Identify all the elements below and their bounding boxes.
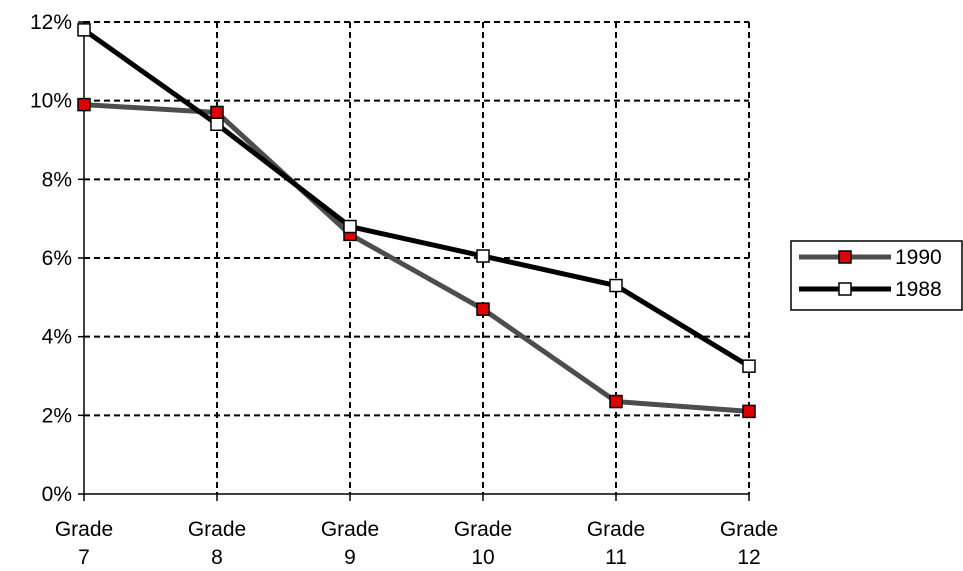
x-tick-label-line: 10 [471,546,494,569]
data-point-1990 [210,105,224,120]
x-tick-label: Grade 12 [720,518,778,569]
data-point-1990 [77,97,91,112]
x-tick-label-line: 7 [78,546,90,569]
series [77,23,756,419]
axes [78,21,750,501]
legend-label: 1988 [895,278,942,301]
data-point-1988 [77,23,91,37]
series-line-1988 [82,27,751,369]
legend-marker [838,250,852,264]
data-point-1988 [210,117,224,132]
y-tick-label: 10% [30,90,72,113]
series-1988 [77,23,756,373]
x-tick-label-line: Grade [454,518,512,541]
tick-labels: 0% 2% 4% 6% 8% 10% 12% Grade 7 Grade 8 Grade 9 Grade 1… [30,11,778,569]
legend-entry-1990: 1990 [799,246,942,269]
x-tick-label: Grade 8 [188,518,246,569]
data-point-1990 [609,394,623,409]
x-tick-label: Grade 9 [321,518,379,569]
legend-box [790,240,963,311]
legend: 1990 1988 [790,240,963,311]
x-tick-label-line: Grade [55,518,113,541]
x-tick-label-line: Grade [188,518,246,541]
x-tick-label-line: 8 [211,546,223,569]
data-point-1988 [609,278,623,293]
legend-entry-1988: 1988 [799,278,942,301]
x-tick-label-line: Grade [720,518,778,541]
data-point-1990 [476,302,490,316]
x-tick-label: Grade 10 [454,518,512,569]
y-tick-label: 2% [42,404,72,427]
y-tick-label: 6% [42,247,72,270]
y-tick-label: 12% [30,11,72,34]
x-tick-label: Grade 7 [55,518,113,569]
data-point-1988 [343,219,357,234]
x-tick-label: Grade 11 [587,518,645,569]
data-point-1988 [476,249,490,263]
data-point-1988 [742,359,756,373]
x-tick-label-line: 9 [344,546,356,569]
y-tick-label: 4% [42,326,72,349]
x-tick-label-line: 11 [605,546,627,569]
legend-marker [838,282,852,296]
y-tick-label: 0% [42,483,72,506]
x-tick-label-line: Grade [587,518,645,541]
data-point-1990 [742,404,756,419]
legend-label: 1990 [895,246,942,269]
grid [84,21,750,494]
y-tick-label: 8% [42,168,72,191]
x-tick-label-line: Grade [321,518,379,541]
x-tick-label-line: 12 [737,546,760,569]
